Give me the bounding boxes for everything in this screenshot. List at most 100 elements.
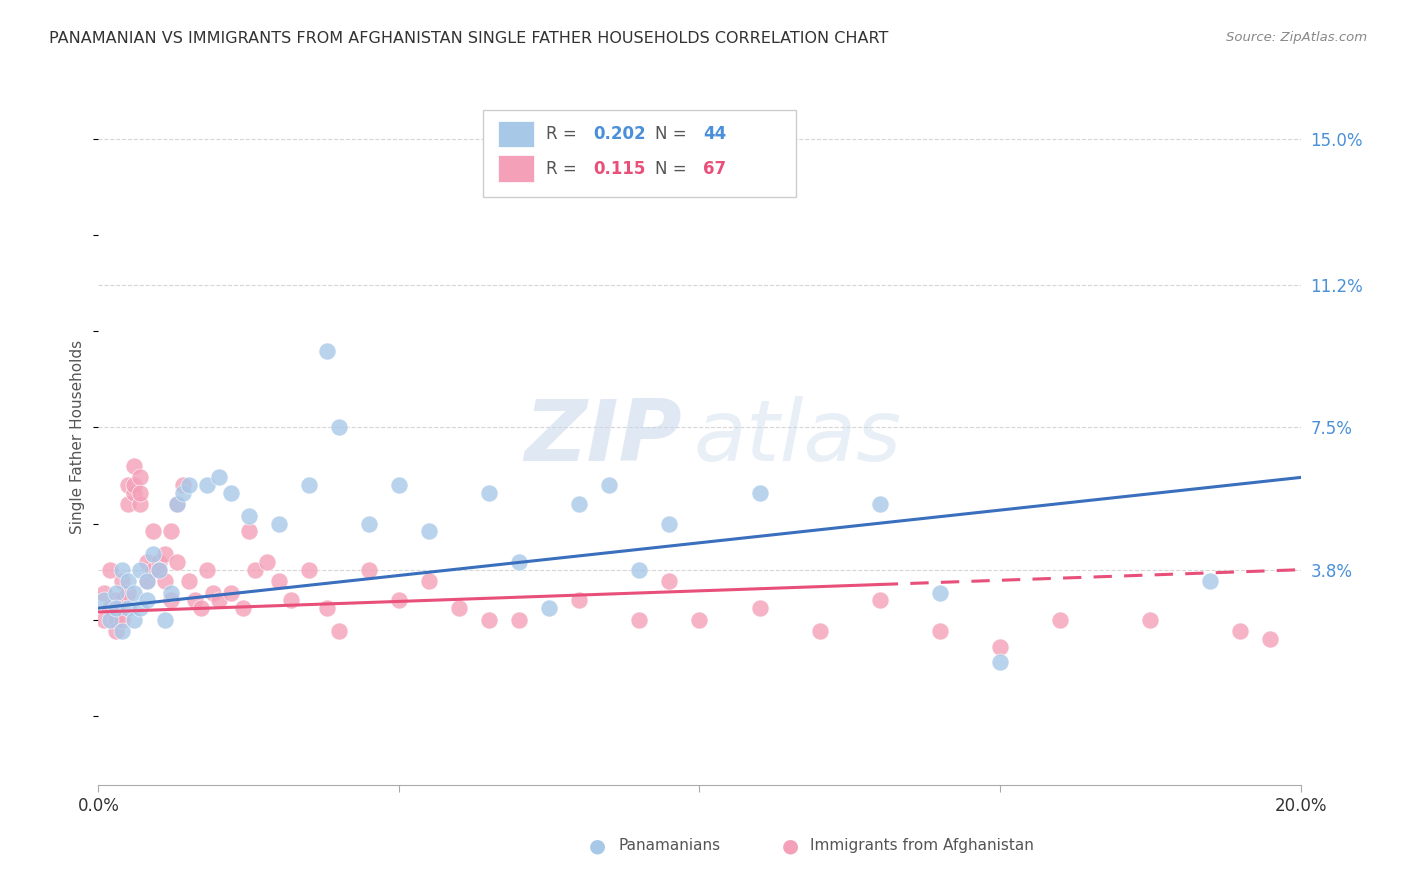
Text: 0.202: 0.202 [593, 125, 647, 143]
Point [478, 485, 501, 500]
Point [447, 601, 470, 615]
Point [148, 555, 170, 569]
Point [124, 586, 146, 600]
Point [172, 478, 194, 492]
Point [190, 601, 212, 615]
Point [328, 624, 350, 639]
Point [124, 485, 146, 500]
Point [658, 516, 681, 531]
Point [219, 586, 242, 600]
Point [153, 574, 176, 589]
Point [111, 563, 134, 577]
Bar [498, 120, 534, 147]
Point [298, 478, 321, 492]
Point [195, 478, 218, 492]
Text: Immigrants from Afghanistan: Immigrants from Afghanistan [810, 838, 1033, 853]
Point [177, 574, 200, 589]
Point [148, 563, 170, 577]
Point [111, 574, 134, 589]
Point [232, 601, 254, 615]
Point [357, 516, 380, 531]
Point [166, 555, 188, 569]
Point [159, 524, 181, 539]
Text: 0.115: 0.115 [593, 160, 647, 178]
Point [1139, 613, 1161, 627]
Point [166, 497, 188, 511]
Point [598, 478, 620, 492]
Text: ZIP: ZIP [524, 395, 682, 479]
Point [124, 458, 146, 473]
Point [418, 574, 440, 589]
Point [105, 586, 128, 600]
Point [100, 613, 122, 627]
Point [808, 624, 831, 639]
Point [117, 601, 139, 615]
Point [748, 601, 770, 615]
Point [388, 478, 411, 492]
Point [388, 593, 411, 607]
Point [1260, 632, 1282, 646]
Text: 44: 44 [703, 125, 727, 143]
Point [568, 497, 591, 511]
Text: N =: N = [655, 160, 692, 178]
Point [129, 601, 152, 615]
Point [267, 574, 290, 589]
Point [219, 485, 242, 500]
Text: ●: ● [782, 836, 799, 855]
Point [1229, 624, 1251, 639]
Text: R =: R = [546, 160, 586, 178]
Point [478, 613, 501, 627]
Point [124, 613, 146, 627]
Point [508, 613, 530, 627]
Text: ●: ● [589, 836, 606, 855]
Point [117, 497, 139, 511]
Point [117, 586, 139, 600]
Point [141, 563, 163, 577]
Text: PANAMANIAN VS IMMIGRANTS FROM AFGHANISTAN SINGLE FATHER HOUSEHOLDS CORRELATION C: PANAMANIAN VS IMMIGRANTS FROM AFGHANISTA… [49, 31, 889, 46]
Point [135, 593, 157, 607]
Point [111, 613, 134, 627]
Point [141, 547, 163, 561]
Point [148, 563, 170, 577]
Point [177, 478, 200, 492]
Point [208, 470, 231, 484]
Point [93, 613, 115, 627]
Point [105, 613, 128, 627]
Point [357, 563, 380, 577]
Point [280, 593, 302, 607]
Point [315, 343, 337, 358]
Point [124, 478, 146, 492]
Point [869, 497, 891, 511]
Point [183, 593, 205, 607]
Point [328, 420, 350, 434]
Point [135, 574, 157, 589]
Text: N =: N = [655, 125, 692, 143]
Point [267, 516, 290, 531]
Point [869, 593, 891, 607]
Point [929, 624, 952, 639]
Point [238, 508, 260, 523]
Point [100, 601, 122, 615]
Text: Panamanians: Panamanians [619, 838, 721, 853]
Point [256, 555, 278, 569]
Bar [498, 155, 534, 182]
Point [658, 574, 681, 589]
Point [141, 524, 163, 539]
Point [129, 485, 152, 500]
Point [748, 485, 770, 500]
Point [159, 593, 181, 607]
Y-axis label: Single Father Households: Single Father Households [70, 340, 86, 534]
Point [568, 593, 591, 607]
Point [111, 593, 134, 607]
Point [418, 524, 440, 539]
Text: 67: 67 [703, 160, 727, 178]
Point [105, 624, 128, 639]
Point [195, 563, 218, 577]
Point [243, 563, 266, 577]
Point [238, 524, 260, 539]
Point [153, 547, 176, 561]
FancyBboxPatch shape [484, 110, 796, 197]
Point [135, 574, 157, 589]
Point [201, 586, 224, 600]
Point [135, 555, 157, 569]
